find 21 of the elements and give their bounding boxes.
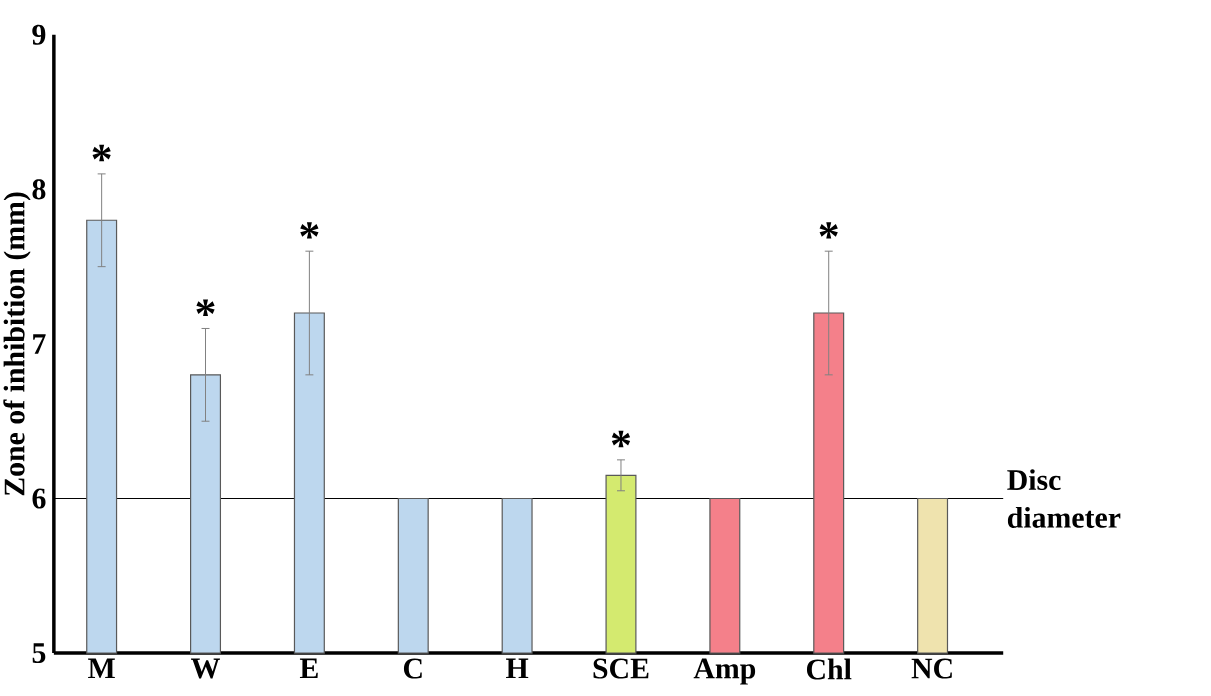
x-tick-label: Chl [806, 658, 852, 680]
annotation: * [300, 222, 319, 239]
x-tick-label: NC [911, 658, 952, 679]
x-tick-label: H [506, 658, 529, 679]
x-tick-label: SCE [593, 658, 649, 679]
x-tick-label: Amp [693, 658, 756, 685]
annotation: * [92, 144, 111, 162]
annotation: * [819, 222, 838, 239]
x-tick-label: E [299, 658, 318, 679]
annotation: * [196, 299, 215, 316]
y-tick-label: 5 [32, 643, 46, 664]
y-axis-title: Zone of inhibition (mm) [3, 192, 31, 496]
y-tick-label: 8 [32, 179, 46, 200]
x-tick-label: C [403, 658, 422, 679]
y-tick-label: 7 [33, 334, 46, 354]
y-tick-label: 9 [32, 24, 46, 45]
ref-line-label: Disc diameter [1007, 469, 1121, 528]
x-tick-label: M [88, 658, 115, 679]
x-tick-label: W [191, 658, 220, 679]
y-tick-label: 6 [32, 488, 46, 509]
annotation: * [611, 430, 631, 448]
